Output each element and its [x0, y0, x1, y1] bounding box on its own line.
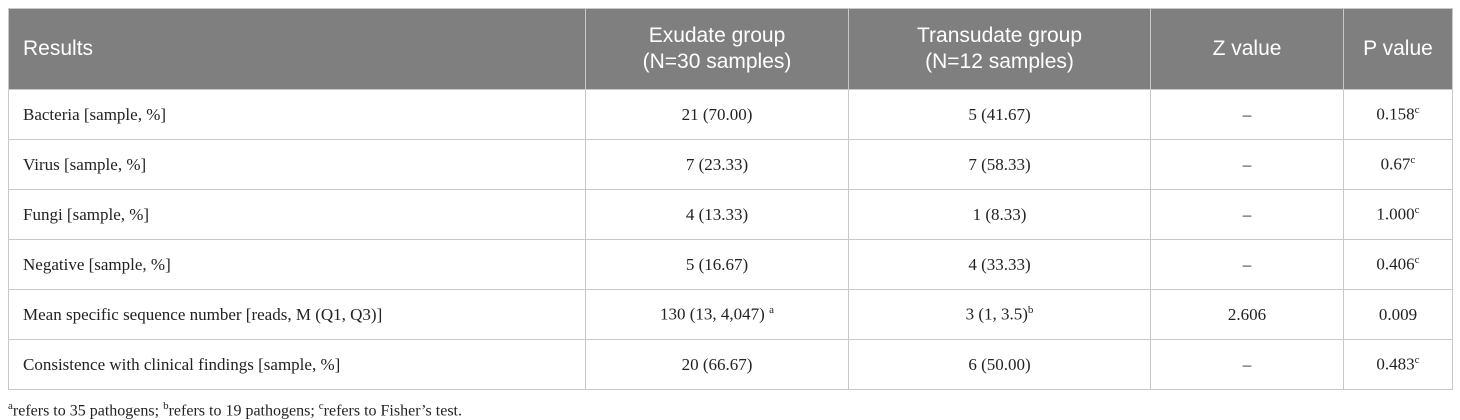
cell-text: – — [1242, 354, 1252, 374]
results-table: Results Exudate group (N=30 samples) Transu… — [8, 8, 1453, 390]
table-cell: 20 (66.67) — [585, 339, 849, 390]
cell-text: 7 (58.33) — [968, 154, 1031, 174]
footnote-text: refers to Fisher’s test. — [323, 402, 462, 420]
table-cell: 130 (13, 4,047) a — [585, 289, 849, 340]
cell-superscript: b — [1027, 304, 1034, 317]
table-cell: 21 (70.00) — [585, 89, 849, 140]
table-row: Fungi [sample, %] 4 (13.33) 1 (8.33) – 1.000… — [8, 189, 1453, 240]
cell-superscript: c — [1414, 254, 1420, 267]
table-cell: – — [1150, 239, 1344, 290]
header-cell: Z value — [1150, 8, 1344, 90]
cell-text: 4 (13.33) — [685, 204, 749, 224]
table-cell: 7 (58.33) — [848, 139, 1151, 190]
footnote-marker: a — [8, 400, 13, 412]
header-cell: Exudate group (N=30 samples) — [585, 8, 849, 90]
cell-text: – — [1242, 254, 1252, 274]
cell-text: 2.606 — [1227, 304, 1267, 324]
cell-superscript: c — [1414, 204, 1420, 217]
header-line: P value — [1363, 37, 1433, 60]
cell-text: 6 (50.00) — [968, 354, 1031, 374]
table-cell: Consistence with clinical findings [samp… — [8, 339, 586, 390]
table-body: Bacteria [sample, %] 21 (70.00) 5 (41.67) –… — [8, 89, 1453, 390]
header-cell: P value — [1343, 8, 1453, 90]
table-row: Mean specific sequence number [reads, M … — [8, 289, 1453, 340]
table-cell: 0.009 — [1343, 289, 1453, 340]
table-row: Consistence with clinical findings [samp… — [8, 339, 1453, 390]
cell-text: 3 (1, 3.5) — [965, 304, 1028, 324]
cell-text: 0.009 — [1378, 304, 1418, 324]
header-line: Transudate group — [917, 24, 1082, 47]
cell-text: 130 (13, 4,047) — [660, 304, 765, 324]
header-row: Results Exudate group (N=30 samples) Transu… — [8, 8, 1453, 90]
header-line: Results — [23, 37, 94, 60]
cell-text: 0.406 — [1376, 254, 1415, 274]
header-line: Z value — [1212, 37, 1282, 60]
footnote-text: refers to 19 pathogens; — [168, 402, 319, 420]
cell-text: Bacteria [sample, %] — [23, 104, 167, 124]
table-cell: – — [1150, 89, 1344, 140]
table-cell: 2.606 — [1150, 289, 1344, 340]
cell-superscript: c — [1414, 104, 1420, 117]
table-cell: Negative [sample, %] — [8, 239, 586, 290]
table-cell: 6 (50.00) — [848, 339, 1151, 390]
table-cell: 4 (33.33) — [848, 239, 1151, 290]
cell-text: 4 (33.33) — [968, 254, 1031, 274]
cell-text: 0.483 — [1376, 354, 1415, 374]
cell-text: – — [1242, 204, 1252, 224]
header-cell: Results — [8, 8, 586, 90]
header-line: (N=12 samples) — [925, 50, 1074, 73]
cell-superscript: a — [769, 304, 774, 317]
cell-text: – — [1242, 104, 1252, 124]
cell-superscript: c — [1410, 154, 1416, 167]
cell-text: 21 (70.00) — [681, 104, 753, 124]
table-cell: 0.158c — [1343, 89, 1453, 140]
cell-text: 0.158 — [1376, 104, 1415, 124]
cell-text: 7 (23.33) — [685, 154, 749, 174]
table-cell: 5 (16.67) — [585, 239, 849, 290]
cell-text: 20 (66.67) — [681, 354, 753, 374]
cell-text: – — [1242, 154, 1252, 174]
cell-text: Virus [sample, %] — [23, 154, 147, 174]
table-row: Bacteria [sample, %] 21 (70.00) 5 (41.67) –… — [8, 89, 1453, 140]
footnote-marker: b — [163, 400, 169, 412]
footnote: arefers to 35 pathogens; brefers to 19 p… — [8, 400, 1452, 420]
table-cell: 1 (8.33) — [848, 189, 1151, 240]
table-cell: Bacteria [sample, %] — [8, 89, 586, 140]
table-cell: – — [1150, 339, 1344, 390]
cell-text: 0.67 — [1380, 154, 1411, 174]
table-cell: 0.483c — [1343, 339, 1453, 390]
table-row: Negative [sample, %] 5 (16.67) 4 (33.33) – 0… — [8, 239, 1453, 290]
table-cell: 0.67c — [1343, 139, 1453, 190]
table-wrap: Results Exudate group (N=30 samples) Transu… — [8, 8, 1453, 420]
table-cell: 5 (41.67) — [848, 89, 1151, 140]
cell-text: 1 (8.33) — [972, 204, 1027, 224]
table-cell: Mean specific sequence number [reads, M … — [8, 289, 586, 340]
table-cell: 0.406c — [1343, 239, 1453, 290]
cell-text: 5 (16.67) — [685, 254, 749, 274]
footnote-marker: c — [318, 400, 324, 412]
cell-text: Mean specific sequence number [reads, M … — [23, 304, 383, 324]
cell-text: Negative [sample, %] — [23, 254, 171, 274]
table-cell: 7 (23.33) — [585, 139, 849, 190]
header-line: (N=30 samples) — [642, 50, 792, 73]
table-cell: – — [1150, 189, 1344, 240]
table-row: Virus [sample, %] 7 (23.33) 7 (58.33) – 0.67… — [8, 139, 1453, 190]
table-cell: – — [1150, 139, 1344, 190]
table-cell: 3 (1, 3.5)b — [848, 289, 1151, 340]
header-line: Exudate group — [648, 24, 786, 47]
table-cell: 4 (13.33) — [585, 189, 849, 240]
cell-superscript: c — [1414, 354, 1420, 367]
cell-text: 5 (41.67) — [968, 104, 1031, 124]
cell-text: Fungi [sample, %] — [23, 204, 150, 224]
cell-text: Consistence with clinical findings [samp… — [23, 354, 341, 374]
table-cell: Fungi [sample, %] — [8, 189, 586, 240]
footnote-text: refers to 35 pathogens; — [12, 402, 164, 420]
header-cell: Transudate group (N=12 samples) — [848, 8, 1151, 90]
cell-text: 1.000 — [1376, 204, 1415, 224]
table-cell: Virus [sample, %] — [8, 139, 586, 190]
table-cell: 1.000c — [1343, 189, 1453, 240]
